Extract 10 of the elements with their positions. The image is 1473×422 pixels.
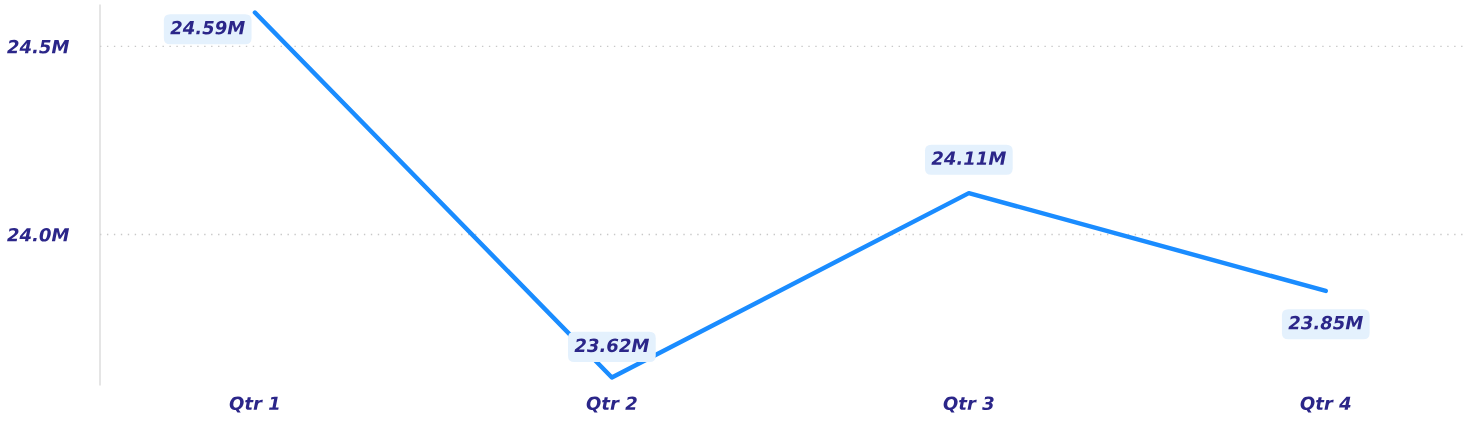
- text: 24.59M: [170, 20, 245, 35]
- text: 23.85M: [1288, 315, 1363, 330]
- x-tick-label: Qtr 1: [229, 396, 279, 413]
- y-tick-label: 24.0M: [7, 227, 70, 242]
- text: 23.62M: [574, 338, 650, 353]
- y-tick-label: 24.5M: [7, 39, 70, 54]
- x-tick-label: Qtr 2: [586, 396, 637, 413]
- text: 24.11M: [931, 151, 1006, 165]
- x-tick-label: Qtr 4: [1300, 396, 1351, 413]
- x-tick-label: Qtr 3: [943, 396, 994, 413]
